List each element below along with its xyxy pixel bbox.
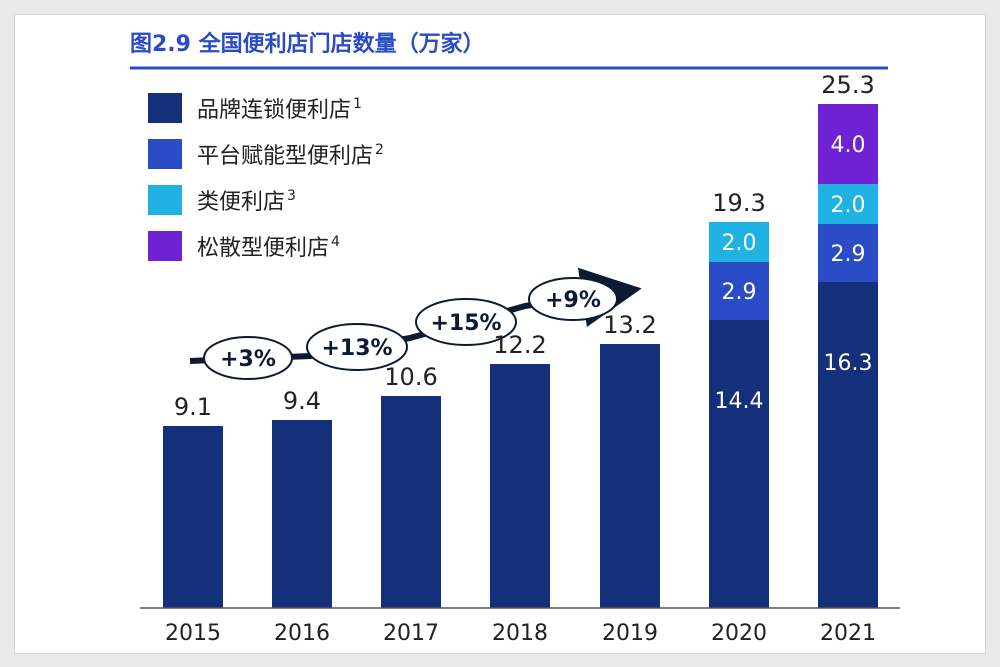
segment-value-label: 14.4	[715, 389, 764, 414]
x-tick-label: 2020	[711, 621, 767, 646]
x-tick-label: 2016	[274, 621, 330, 646]
bar-segment	[818, 104, 878, 184]
bar-segment	[818, 224, 878, 282]
bar-total-label: 19.3	[712, 189, 765, 217]
legend-label: 品牌连锁便利店 1	[197, 96, 362, 123]
bar-segment	[490, 364, 550, 608]
legend-footnote-marker: 4	[331, 234, 340, 250]
x-tick-label: 2021	[820, 621, 876, 646]
x-tick-label: 2018	[492, 621, 548, 646]
legend-label: 平台赋能型便利店 2	[197, 142, 384, 169]
segment-value-label: 2.0	[831, 193, 866, 218]
growth-rate-label: +13%	[321, 336, 392, 361]
bar-total-label: 9.1	[174, 393, 212, 421]
legend-swatch	[148, 93, 182, 123]
legend: 品牌连锁便利店 1 平台赋能型便利店 2 类便利店 3 松散型便利店 4	[148, 93, 384, 261]
x-tick-label: 2017	[383, 621, 439, 646]
x-tick-label: 2015	[165, 621, 221, 646]
bar-total-label: 12.2	[493, 331, 546, 359]
legend-footnote-marker: 2	[375, 142, 384, 158]
growth-rate-badge	[528, 277, 618, 321]
growth-rate-badge	[306, 323, 408, 371]
growth-rate-badge	[203, 336, 293, 380]
legend-swatch	[148, 231, 182, 261]
x-tick-label: 2019	[602, 621, 658, 646]
legend-footnote-marker: 1	[353, 96, 362, 112]
growth-rate-label: +3%	[220, 347, 276, 372]
bar-total-label: 25.3	[821, 71, 874, 99]
x-tick-labels: 2015 2016 2017 2018 2019 2020 2021	[165, 621, 876, 646]
bar-segment	[818, 282, 878, 608]
bar-segment	[709, 320, 769, 608]
growth-rate-label: +15%	[430, 311, 501, 336]
bar-total-label: 10.6	[384, 363, 437, 391]
bar-segment	[381, 396, 441, 608]
bar-total-label: 13.2	[603, 311, 656, 339]
bar-segment	[272, 420, 332, 608]
segment-value-label: 2.9	[831, 242, 866, 267]
legend-label: 松散型便利店 4	[197, 234, 340, 261]
bar-segment	[709, 262, 769, 320]
chart-title: 图2.9 全国便利店门店数量（万家）	[130, 31, 485, 57]
legend-footnote-marker: 3	[287, 188, 296, 204]
segment-value-label: 2.9	[722, 280, 757, 305]
legend-swatch	[148, 185, 182, 215]
bars: 9.1 9.4 10.6 12.2 13.2 14.4 2.9 2.0 19.3 16.3 2.9 2…	[163, 71, 878, 608]
legend-swatch	[148, 139, 182, 169]
growth-arrows: +3% +13% +15% +9%	[189, 267, 642, 380]
bar-total-label: 9.4	[283, 387, 321, 415]
legend-label: 类便利店 3	[197, 188, 296, 215]
bar-segment	[818, 184, 878, 224]
segment-value-label: 2.0	[722, 231, 757, 256]
growth-rate-label: +9%	[545, 288, 601, 313]
segment-value-label: 4.0	[831, 133, 866, 158]
bar-segment	[709, 222, 769, 262]
segment-value-label: 16.3	[824, 351, 873, 376]
growth-rate-badge	[415, 298, 517, 346]
bar-segment	[163, 426, 223, 608]
bar-segment	[600, 344, 660, 608]
